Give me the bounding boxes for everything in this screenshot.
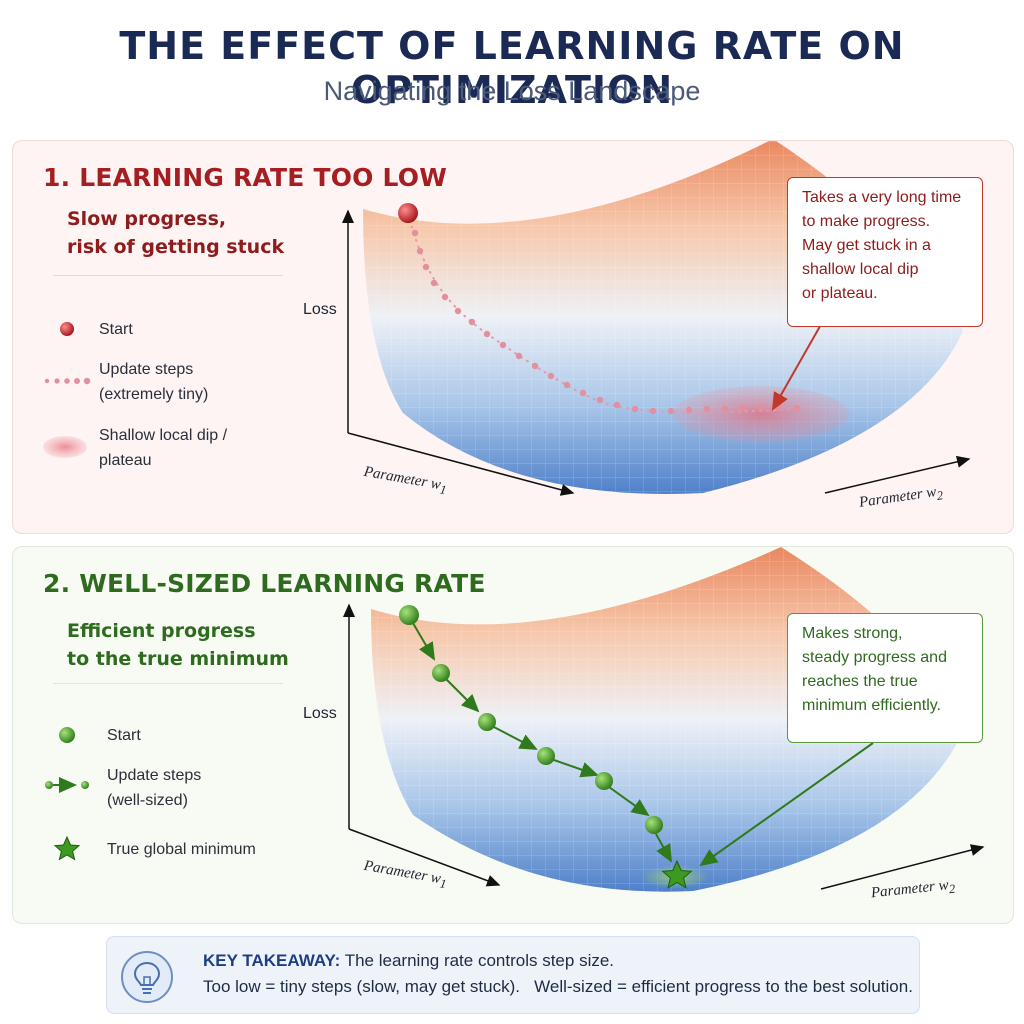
shallow-local-dip [673,386,849,442]
update-steps-tiny [411,229,801,415]
panel-learning-rate-too-low: 1. LEARNING RATE TOO LOW Slow progress, … [12,140,1014,534]
legend-steps-label: Update steps (extremely tiny) [99,361,209,403]
legend-dip-label: Shallow local dip / plateau [99,427,228,469]
page-subtitle: Navigating the Loss Landscape [323,76,701,106]
global-minimum-star-icon [661,859,693,889]
legend-start-marker [59,727,75,743]
divider [53,275,283,276]
w1-axis [348,828,501,887]
legend-start-label: Start [107,727,141,744]
legend-steps-label: Update steps (well-sized) [107,767,202,809]
legend-start-label: Start [99,321,133,338]
start-point [398,203,418,223]
legend-star-icon [53,835,81,861]
w2-axis [820,844,985,890]
callout-arrow [772,320,824,411]
takeaway-line-2: Too low = tiny steps (slow, may get stuc… [203,977,913,996]
callout-box: Takes a very long time to make progress.… [787,177,983,327]
w1-axis [347,432,575,496]
step-points [399,605,663,834]
legend-minimum-label: True global minimum [107,841,256,858]
callout-arrow [699,742,874,867]
page-title: THE EFFECT OF LEARNING RATE ON OPTIMIZAT… [119,24,905,112]
panel-heading: 1. LEARNING RATE TOO LOW [43,163,447,192]
legend-start-marker [60,322,74,336]
key-takeaway-box: KEY TAKEAWAY: The learning rate controls… [106,936,920,1014]
legend-dip-marker [43,436,87,458]
callout-box: Makes strong, steady progress and reache… [787,613,983,743]
takeaway-line-1: KEY TAKEAWAY: The learning rate controls… [203,951,615,970]
panel-subheading: Efficient progress to the true minimum [67,620,289,670]
panel-heading: 2. WELL-SIZED LEARNING RATE [43,569,486,598]
legend-steps-marker [45,777,89,793]
divider [53,683,283,684]
start-point [399,605,419,625]
panel-well-sized-learning-rate: 2. WELL-SIZED LEARNING RATE Efficient pr… [12,546,1014,924]
w2-axis [824,455,971,494]
axis-label-loss: Loss [303,705,337,722]
panel-subheading: Slow progress, risk of getting stuck [67,208,285,258]
axis-label-loss: Loss [303,301,337,318]
lightbulb-icon [121,951,173,1003]
update-steps-well-sized [409,617,672,863]
legend-steps-marker [44,377,91,385]
